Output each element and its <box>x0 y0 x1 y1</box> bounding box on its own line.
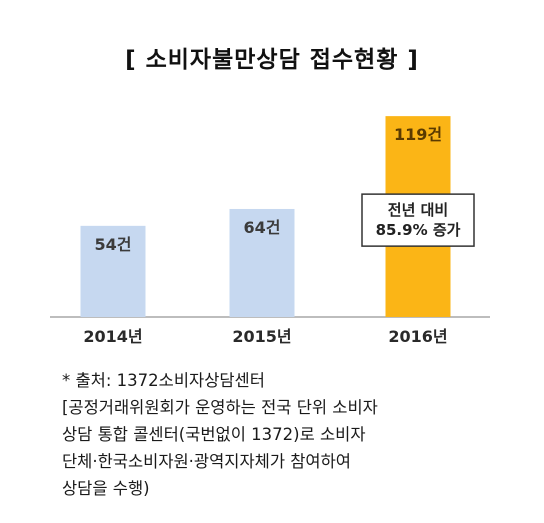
x-tick-label: 2014년 <box>83 327 142 346</box>
x-tick-label: 2015년 <box>232 327 291 346</box>
source-line: * 출처: 1372소비자상담센터 <box>62 371 265 390</box>
data-label: 54건 <box>95 235 132 254</box>
x-tick-label: 2016년 <box>388 327 447 346</box>
data-label: 119건 <box>394 125 442 144</box>
chart-title: [ 소비자불만상담 접수현황 ] <box>125 47 419 73</box>
bar <box>80 225 146 317</box>
source-line: 상담을 수행) <box>62 479 150 498</box>
annotation-text: 전년 대비 <box>388 201 448 219</box>
annotation-box <box>361 193 475 247</box>
source-line: 단체·한국소비자원·광역지자체가 참여하여 <box>62 452 351 471</box>
source-line: [공정거래위원회가 운영하는 전국 단위 소비자 <box>62 398 378 417</box>
annotation-text: 85.9% 증가 <box>376 221 461 239</box>
bar <box>229 208 295 317</box>
source-note: * 출처: 1372소비자상담센터 [공정거래위원회가 운영하는 전국 단위 소… <box>62 367 532 502</box>
data-label: 64건 <box>244 218 281 237</box>
source-line: 상담 통합 콜센터(국번없이 1372)로 소비자 <box>62 425 366 444</box>
